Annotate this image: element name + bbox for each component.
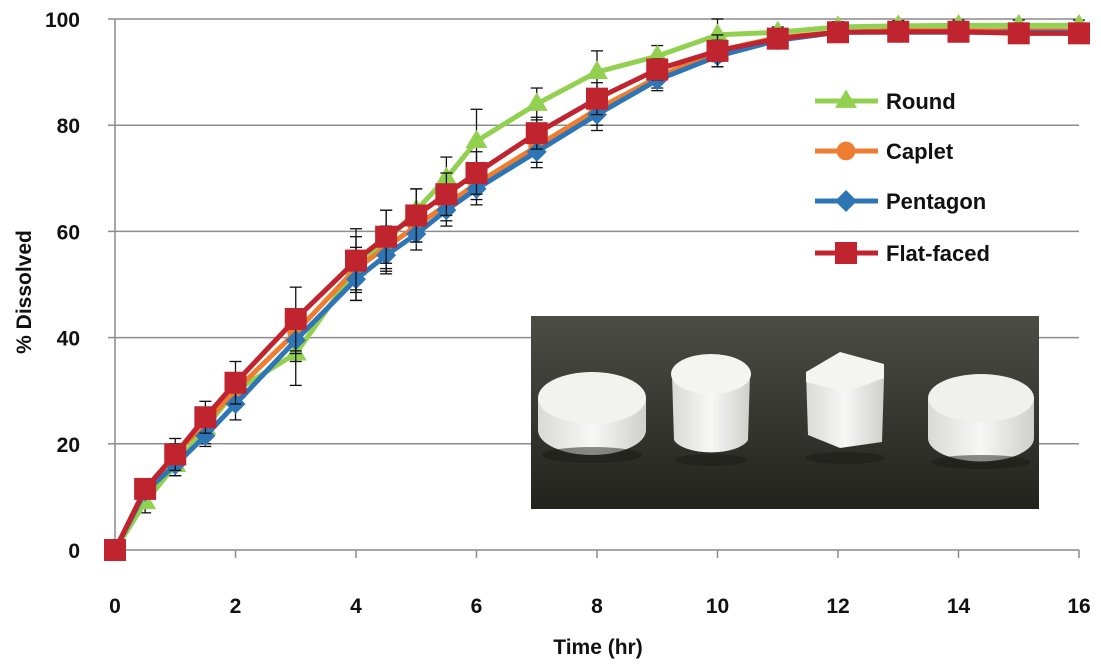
- data-point: [284, 308, 307, 331]
- x-tick-label: 0: [109, 595, 121, 618]
- data-point: [646, 58, 669, 81]
- legend-marker: [835, 190, 857, 212]
- y-tick-label: 40: [57, 328, 80, 351]
- legend-label: Pentagon: [886, 189, 986, 214]
- legend-marker: [835, 89, 857, 108]
- data-point: [706, 39, 729, 62]
- legend: Round Caplet Pentagon Flat-faced: [815, 89, 990, 266]
- x-tick-label: 14: [947, 595, 971, 618]
- data-point: [134, 477, 157, 500]
- data-point: [405, 204, 428, 227]
- x-tick-label: 8: [591, 595, 603, 618]
- data-point: [887, 20, 910, 43]
- data-point: [194, 406, 217, 429]
- data-point: [224, 371, 247, 394]
- x-tick-label: 2: [230, 595, 242, 618]
- legend-item: Caplet: [815, 139, 954, 164]
- y-axis-title: % Dissolved: [13, 230, 36, 354]
- data-point: [465, 161, 488, 184]
- caplet-tablet-image: [671, 354, 751, 466]
- data-point: [195, 425, 216, 446]
- data-point: [1007, 22, 1030, 45]
- series-layer: [104, 13, 1090, 561]
- y-tick-label: 20: [57, 434, 80, 457]
- flat-faced-tablet-image: [928, 374, 1034, 469]
- tablets-photo: [531, 316, 1039, 509]
- x-tick-label: 16: [1067, 595, 1090, 618]
- data-point: [375, 225, 398, 248]
- data-point: [1068, 22, 1090, 45]
- y-tick-label: 60: [57, 221, 80, 244]
- legend-label: Flat-faced: [886, 241, 990, 266]
- data-point: [586, 60, 608, 80]
- data-point: [766, 27, 789, 50]
- data-point: [345, 249, 367, 272]
- data-point: [525, 92, 548, 111]
- data-point: [947, 20, 970, 43]
- legend-label: Round: [886, 89, 956, 114]
- legend-label: Caplet: [886, 139, 954, 164]
- data-point: [525, 122, 548, 145]
- data-point: [104, 539, 126, 561]
- data-point: [827, 21, 849, 44]
- tick-labels: 0 20 40 60 80 100 0 2 4 6 8 10 12 14 16: [45, 9, 1091, 618]
- legend-marker: [835, 242, 857, 264]
- data-point: [164, 443, 187, 466]
- x-axis-title: Time (hr): [553, 636, 642, 659]
- x-tick-label: 10: [706, 595, 729, 618]
- x-tick-label: 12: [826, 595, 849, 618]
- series-flat-faced: [104, 20, 1090, 561]
- legend-item: Round: [815, 89, 956, 114]
- round-tablet-image: [538, 372, 646, 463]
- x-tick-label: 6: [471, 595, 483, 618]
- legend-marker: [836, 141, 856, 161]
- y-tick-label: 80: [57, 115, 80, 138]
- data-point: [526, 141, 547, 162]
- data-point: [435, 183, 458, 206]
- data-point: [465, 129, 488, 149]
- pentagon-tablet-image: [805, 352, 885, 464]
- y-tick-label: 100: [45, 9, 80, 32]
- legend-item: Pentagon: [815, 189, 986, 214]
- y-tick-label: 0: [68, 540, 80, 563]
- x-tick-label: 4: [350, 595, 362, 618]
- data-point: [706, 23, 729, 42]
- legend-item: Flat-faced: [815, 241, 990, 266]
- data-point: [586, 87, 608, 110]
